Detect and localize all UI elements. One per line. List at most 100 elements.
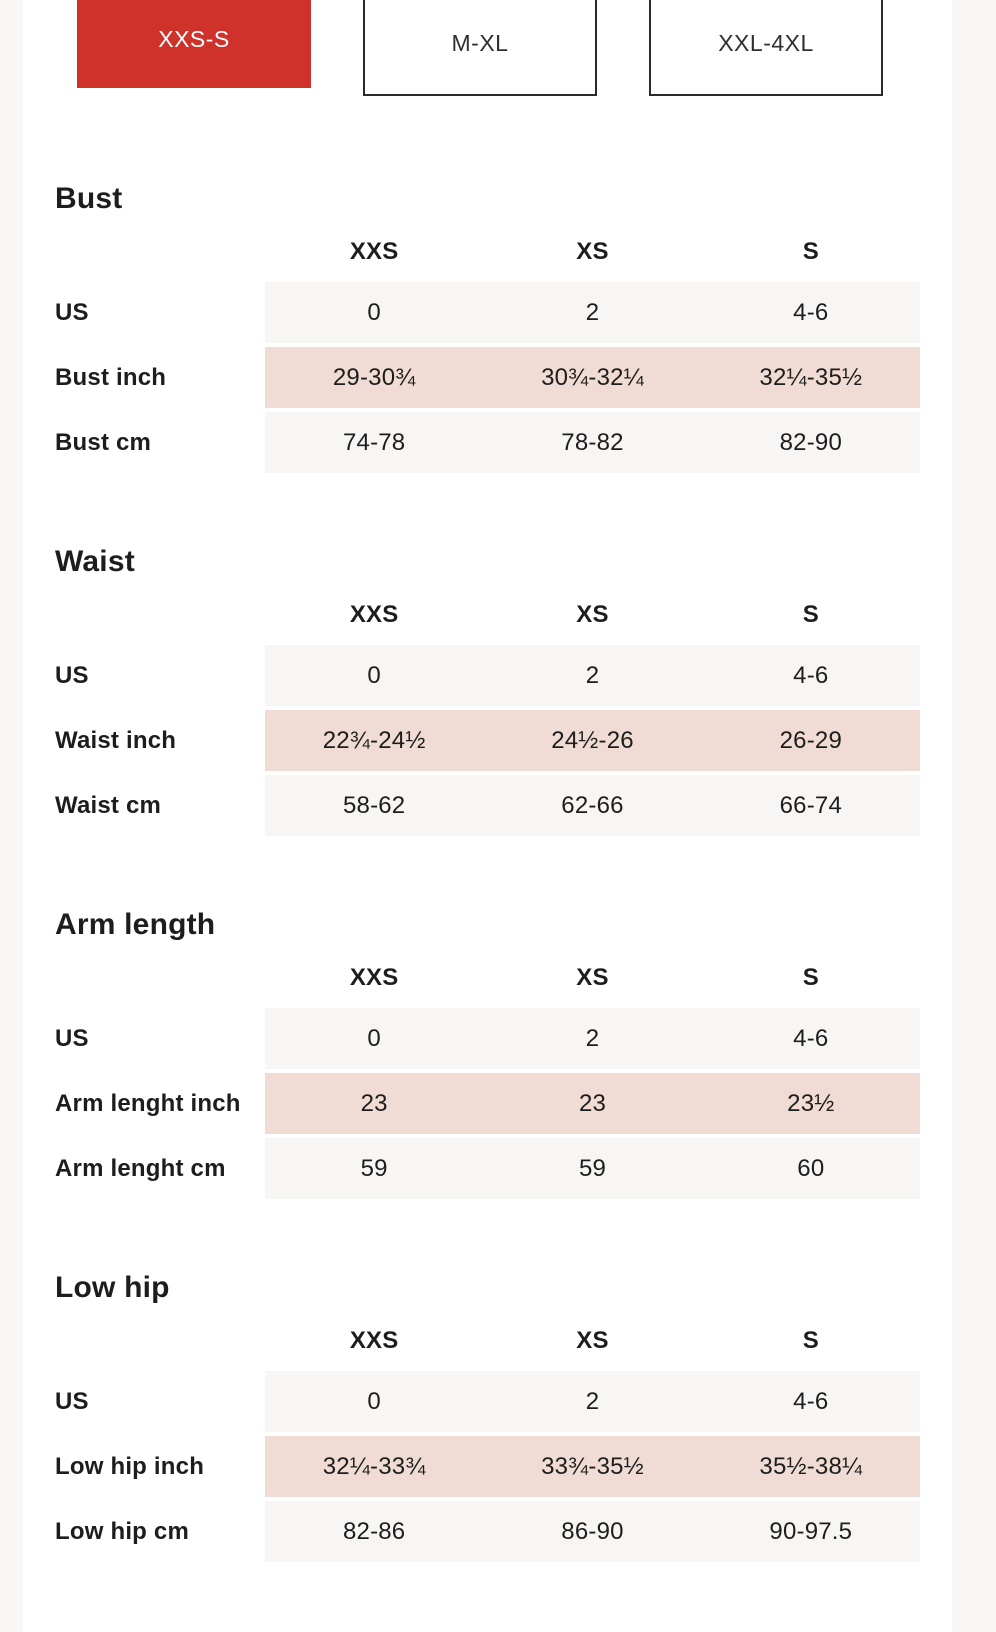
size-value-cell: 86-90 [561,1517,624,1545]
size-value-cell: 58-62 [342,791,406,819]
size-value-cell: 4-6 [793,1024,829,1052]
size-value-cell: 0 [367,1024,381,1052]
size-value-cell: 78-82 [561,428,624,456]
row-label: Arm lenght inch [55,1073,265,1134]
row-label: Bust cm [55,412,265,473]
column-header-spacer [55,956,265,1000]
tab-label: XXS-S [158,25,230,52]
size-value-cell: 23 [578,1089,607,1117]
size-value-cell: 29-30¾ [332,363,416,391]
table-row: Waist cm 58-62 62-66 66-74 [55,775,920,836]
section-rows: US 0 2 4-6 Waist inch 22¾-24½ 24½-26 26-29 W… [55,645,920,836]
column-header: S [802,601,819,628]
row-values: 82-86 86-90 90-97.5 [265,1501,920,1562]
row-values: 29-30¾ 30¾-32¼ 32¼-35½ [265,347,920,408]
column-header-row: XXS XS S [55,956,920,1000]
row-values: 32¼-33¾ 33¾-35½ 35½-38¼ [265,1436,920,1497]
size-value-cell: 2 [585,661,600,689]
table-row: Bust inch 29-30¾ 30¾-32¼ 32¼-35½ [55,347,920,408]
column-header: XXS [349,964,399,991]
table-row: US 0 2 4-6 [55,645,920,706]
row-values: 0 2 4-6 [265,1371,920,1432]
size-value-cell: 24½-26 [551,726,634,754]
size-value-cell: 26-29 [779,726,843,754]
row-values: 23 23 23½ [265,1073,920,1134]
row-label: Bust inch [55,347,265,408]
column-header-spacer [55,1319,265,1363]
size-value-cell: 23½ [787,1089,835,1117]
row-values: 74-78 78-82 82-90 [265,412,920,473]
size-value-cell: 22¾-24½ [322,726,426,754]
column-header-row: XXS XS S [55,1319,920,1363]
row-label: US [55,645,265,706]
row-label: Low hip cm [55,1501,265,1562]
size-value-cell: 23 [360,1089,388,1117]
size-value-cell: 2 [585,1387,600,1415]
table-row: US 0 2 4-6 [55,282,920,343]
column-header-row: XXS XS S [55,230,920,274]
size-section: Low hip XXS XS S US 0 2 4-6 Low hip inch 32¼… [55,1269,920,1562]
column-headers: XXS XS S [265,593,920,637]
table-row: Waist inch 22¾-24½ 24½-26 26-29 [55,710,920,771]
table-row: US 0 2 4-6 [55,1008,920,1069]
size-value-cell: 33¾-35½ [541,1452,644,1480]
table-row: Low hip inch 32¼-33¾ 33¾-35½ 35½-38¼ [55,1436,920,1497]
table-row: Bust cm 74-78 78-82 82-90 [55,412,920,473]
row-label: Waist cm [55,775,265,836]
section-rows: US 0 2 4-6 Arm lenght inch 23 23 23½ Arm len… [55,1008,920,1199]
section-title: Bust [55,182,123,215]
size-tables: Bust XXS XS S US 0 2 4-6 Bust inch 29-30¾ 30¾… [55,180,920,1562]
row-label: Arm lenght cm [55,1138,265,1199]
row-label: Low hip inch [55,1436,265,1497]
column-header-spacer [55,593,265,637]
table-row: Arm lenght inch 23 23 23½ [55,1073,920,1134]
size-section: Waist XXS XS S US 0 2 4-6 Waist inch 22¾-24½… [55,543,920,836]
size-value-cell: 4-6 [793,661,829,689]
table-row: US 0 2 4-6 [55,1371,920,1432]
size-value-cell: 59 [360,1154,388,1182]
tab-label: XXL-4XL [718,29,814,56]
row-label: Waist inch [55,710,265,771]
row-values: 0 2 4-6 [265,282,920,343]
column-header: S [802,238,819,265]
section-rows: US 0 2 4-6 Bust inch 29-30¾ 30¾-32¼ 32¼-35½ … [55,282,920,473]
size-range-tab-xxl-4xl[interactable]: XXL-4XL [649,0,883,96]
column-header: XXS [349,1327,399,1354]
column-header-row: XXS XS S [55,593,920,637]
column-header-spacer [55,230,265,274]
section-title: Low hip [55,1271,170,1304]
size-range-tabs: XXS-S M-XL XXL-4XL [55,0,920,96]
tab-label: M-XL [451,29,509,56]
size-value-cell: 66-74 [779,791,843,819]
size-value-cell: 90-97.5 [769,1517,853,1545]
size-range-tab-m-xl[interactable]: M-XL [363,0,597,96]
column-header: XS [576,601,609,628]
section-title: Waist [55,545,135,578]
size-value-cell: 2 [585,298,600,326]
column-header: XS [576,964,609,991]
row-values: 0 2 4-6 [265,1008,920,1069]
row-values: 58-62 62-66 66-74 [265,775,920,836]
size-value-cell: 82-90 [779,428,843,456]
size-value-cell: 0 [367,298,381,326]
row-label: US [55,1008,265,1069]
column-header: XXS [349,601,399,628]
column-header: S [802,1327,819,1354]
size-value-cell: 59 [578,1154,607,1182]
size-value-cell: 2 [585,1024,600,1052]
size-value-cell: 82-86 [342,1517,406,1545]
size-range-tab-xxs-s[interactable]: XXS-S [77,0,311,88]
size-value-cell: 0 [367,661,381,689]
column-header: XS [576,1327,609,1354]
column-header: XS [576,238,609,265]
size-value-cell: 35½-38¼ [759,1452,863,1480]
table-row: Arm lenght cm 59 59 60 [55,1138,920,1199]
column-header: S [802,964,819,991]
section-rows: US 0 2 4-6 Low hip inch 32¼-33¾ 33¾-35½ 35½-… [55,1371,920,1562]
size-value-cell: 4-6 [793,1387,829,1415]
size-value-cell: 32¼-35½ [759,363,863,391]
size-guide-panel: XXS-S M-XL XXL-4XL Bust XXS XS S US 0 2 4-6 … [23,0,952,1632]
size-section: Arm length XXS XS S US 0 2 4-6 Arm lenght in… [55,906,920,1199]
column-header: XXS [349,238,399,265]
table-row: Low hip cm 82-86 86-90 90-97.5 [55,1501,920,1562]
